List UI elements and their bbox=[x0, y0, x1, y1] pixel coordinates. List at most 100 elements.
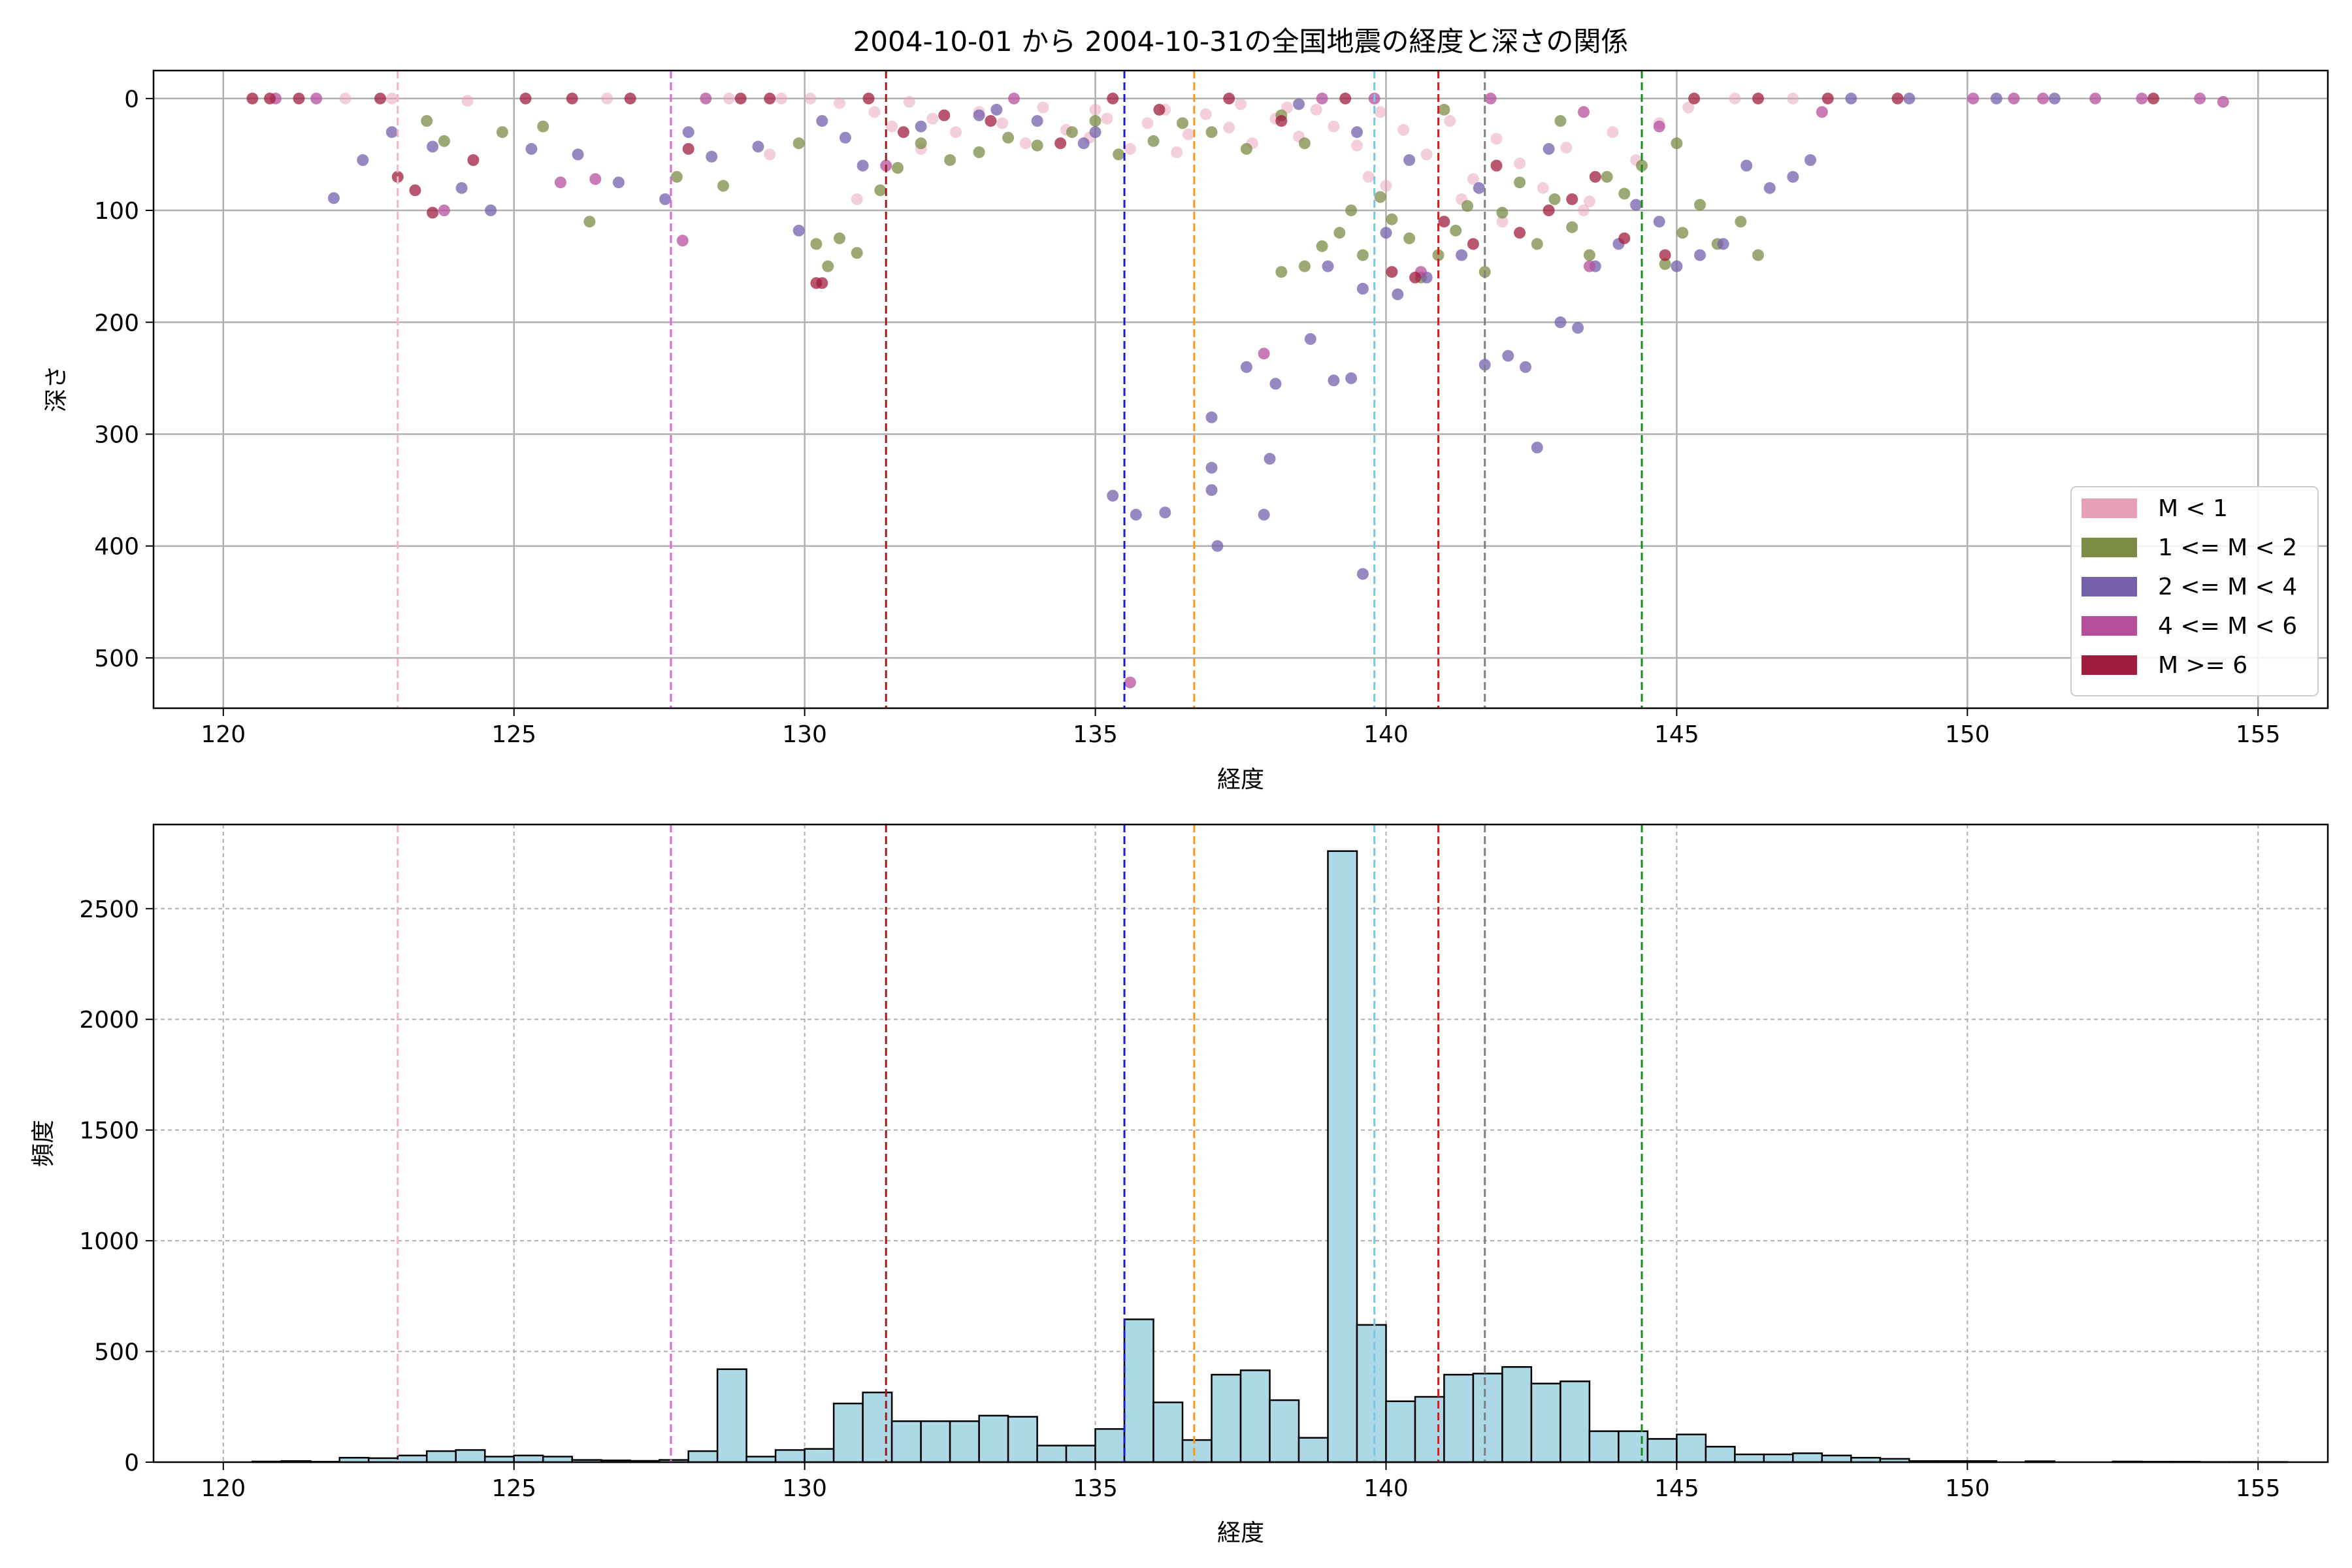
scatter-point bbox=[903, 95, 915, 108]
scatter-point bbox=[1258, 348, 1270, 360]
scatter-point bbox=[1671, 260, 1683, 272]
scatter-point bbox=[1310, 103, 1322, 116]
scatter-point bbox=[1821, 92, 1834, 105]
histogram-bar bbox=[1385, 1400, 1416, 1463]
scatter-point bbox=[455, 182, 468, 194]
scatter-point bbox=[1496, 216, 1509, 228]
scatter-point bbox=[624, 92, 636, 105]
scatter-point bbox=[1589, 171, 1601, 183]
scatter-point bbox=[1682, 101, 1695, 114]
scatter-point bbox=[926, 112, 939, 125]
scatter-point bbox=[886, 120, 898, 133]
legend-swatch-2 bbox=[2082, 577, 2137, 596]
scatter-point bbox=[1089, 126, 1102, 139]
scatter-point bbox=[1566, 221, 1578, 233]
scatter-point bbox=[2217, 95, 2229, 108]
histogram-bar bbox=[1618, 1430, 1649, 1463]
scatter-point bbox=[1089, 103, 1102, 116]
scatter-point bbox=[973, 109, 985, 122]
histogram-y-ticks: 0 500 1000 1500 2000 2500 bbox=[79, 896, 154, 1477]
scatter-point bbox=[2037, 92, 2049, 105]
scatter-point bbox=[1316, 240, 1328, 252]
scatter-x-tick-label: 135 bbox=[1073, 721, 1118, 748]
scatter-point bbox=[1467, 238, 1479, 250]
scatter-point bbox=[1351, 126, 1363, 139]
scatter-point bbox=[764, 92, 776, 105]
scatter-point bbox=[839, 131, 851, 144]
histogram-y-tick-label: 0 bbox=[124, 1450, 139, 1477]
scatter-vlines bbox=[397, 71, 1643, 708]
scatter-point bbox=[1688, 92, 1701, 105]
legend-label-0: M < 1 bbox=[2158, 495, 2228, 522]
scatter-y-tick-label: 100 bbox=[94, 198, 139, 225]
histogram-bar bbox=[716, 1368, 747, 1463]
scatter-point bbox=[554, 176, 566, 189]
scatter-grid bbox=[154, 71, 2328, 708]
scatter-point bbox=[264, 92, 276, 105]
histogram-bar bbox=[1065, 1445, 1096, 1463]
legend-label-2: 2 <= M < 4 bbox=[2158, 574, 2297, 600]
histogram-bar bbox=[1414, 1396, 1445, 1463]
histogram-x-tick-label: 155 bbox=[2236, 1475, 2281, 1502]
scatter-point bbox=[1322, 260, 1334, 272]
scatter-point bbox=[438, 204, 450, 216]
histogram-bar bbox=[862, 1392, 893, 1463]
scatter-point bbox=[990, 103, 1003, 116]
scatter-point bbox=[485, 204, 497, 216]
scatter-point bbox=[1159, 506, 1171, 519]
histogram-frame bbox=[152, 823, 2329, 1463]
scatter-point bbox=[1578, 106, 1590, 118]
scatter-point bbox=[915, 120, 927, 133]
legend-item-3: 4 <= M < 6 bbox=[2082, 613, 2297, 640]
scatter-point bbox=[1630, 199, 1642, 211]
legend: M < 1 1 <= M < 2 2 <= M < 4 4 <= M < 6 M… bbox=[2070, 486, 2319, 696]
scatter-point bbox=[1502, 350, 1514, 362]
scatter-point bbox=[1380, 180, 1392, 192]
histogram-y-tick-label: 2000 bbox=[79, 1007, 139, 1034]
scatter-point bbox=[427, 140, 439, 153]
scatter-point bbox=[1467, 173, 1479, 186]
scatter-point bbox=[1356, 249, 1369, 261]
histogram-bar bbox=[1269, 1399, 1300, 1463]
scatter-point bbox=[857, 159, 869, 172]
scatter-point bbox=[2136, 92, 2148, 105]
scatter-point bbox=[834, 232, 845, 244]
scatter-point bbox=[1054, 137, 1067, 150]
scatter-y-tick-label: 300 bbox=[94, 421, 139, 448]
scatter-point bbox=[1397, 123, 1410, 136]
scatter-point bbox=[1147, 135, 1160, 147]
scatter-point bbox=[327, 192, 340, 204]
scatter-frame bbox=[152, 69, 2329, 710]
scatter-point bbox=[1235, 98, 1247, 110]
scatter-point bbox=[868, 106, 881, 118]
histogram-bar bbox=[1560, 1380, 1591, 1463]
scatter-point bbox=[1438, 103, 1450, 116]
scatter-point bbox=[1653, 216, 1665, 228]
scatter-point bbox=[1583, 260, 1595, 272]
legend-swatch-0 bbox=[2082, 498, 2137, 518]
scatter-point bbox=[706, 150, 718, 163]
scatter-y-tick-label: 500 bbox=[94, 645, 139, 672]
scatter-y-tick-label: 200 bbox=[94, 310, 139, 336]
scatter-point bbox=[1403, 154, 1416, 166]
histogram-x-tick-label: 150 bbox=[1945, 1475, 1990, 1502]
histogram-y-tick-label: 500 bbox=[94, 1339, 139, 1366]
scatter-point bbox=[1374, 191, 1386, 203]
scatter-point bbox=[589, 173, 602, 186]
scatter-point bbox=[1572, 321, 1584, 334]
histogram-x-tick-label: 120 bbox=[201, 1475, 246, 1502]
scatter-y-axis-label: 深さ bbox=[43, 365, 70, 412]
histogram-y-tick-label: 2500 bbox=[79, 896, 139, 923]
scatter-point bbox=[1205, 126, 1218, 139]
scatter-point bbox=[734, 92, 747, 105]
scatter-point bbox=[1514, 227, 1526, 239]
scatter-point bbox=[1019, 137, 1032, 150]
scatter-point bbox=[385, 126, 398, 139]
scatter-point bbox=[525, 142, 538, 155]
scatter-point bbox=[996, 117, 1009, 129]
scatter-point bbox=[409, 184, 421, 197]
scatter-point bbox=[467, 154, 480, 166]
scatter-point bbox=[892, 162, 904, 174]
scatter-point bbox=[1298, 260, 1311, 272]
